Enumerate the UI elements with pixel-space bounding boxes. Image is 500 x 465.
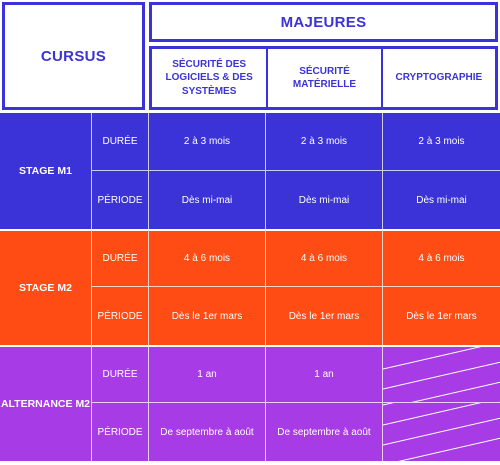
cell-value: De septembre à août — [148, 403, 265, 461]
cell-value: Dès mi-mai — [265, 171, 382, 229]
row-label-duree: DURÉE — [91, 229, 148, 287]
cell-value: Dès le 1er mars — [148, 287, 265, 345]
major-logiciels-systemes: SÉCURITÉ DES LOGICIELS & DES SYSTÈMES — [165, 58, 253, 97]
cell-value: 2 à 3 mois — [265, 113, 382, 171]
majeures-header: MAJEURES — [149, 2, 498, 42]
cell-value: 4 à 6 mois — [382, 229, 500, 287]
not-applicable-hatch — [382, 345, 500, 403]
cell-value: 2 à 3 mois — [148, 113, 265, 171]
not-applicable-hatch — [382, 403, 500, 461]
hatch-lines — [383, 347, 500, 402]
cell-value: Dès mi-mai — [148, 171, 265, 229]
cell-value: 4 à 6 mois — [265, 229, 382, 287]
band-label-stage-m1: STAGE M1 — [0, 113, 91, 229]
cell-value: 1 an — [265, 345, 382, 403]
cell-value: Dès le 1er mars — [265, 287, 382, 345]
row-label-periode: PÉRIODE — [91, 287, 148, 345]
cursus-header: CURSUS — [2, 2, 145, 110]
hatch-lines — [383, 403, 500, 461]
cell-value: Dès le 1er mars — [382, 287, 500, 345]
major-cryptographie: CRYPTOGRAPHIE — [380, 49, 495, 107]
band-label-stage-m2: STAGE M2 — [0, 229, 91, 345]
row-label-duree: DURÉE — [91, 345, 148, 403]
row-label-periode: PÉRIODE — [91, 171, 148, 229]
cell-value: 1 an — [148, 345, 265, 403]
row-label-periode: PÉRIODE — [91, 403, 148, 461]
cell-value: Dès mi-mai — [382, 171, 500, 229]
majors-header-row: SÉCURITÉ DES LOGICIELS & DES SYSTÈMES SÉ… — [149, 46, 498, 110]
major-materielle: SÉCURITÉ MATÉRIELLE — [266, 49, 380, 107]
row-label-duree: DURÉE — [91, 113, 148, 171]
cell-value: De septembre à août — [265, 403, 382, 461]
cell-value: 2 à 3 mois — [382, 113, 500, 171]
band-label-alternance-m2: ALTERNANCE M2 — [0, 345, 91, 461]
cell-value: 4 à 6 mois — [148, 229, 265, 287]
